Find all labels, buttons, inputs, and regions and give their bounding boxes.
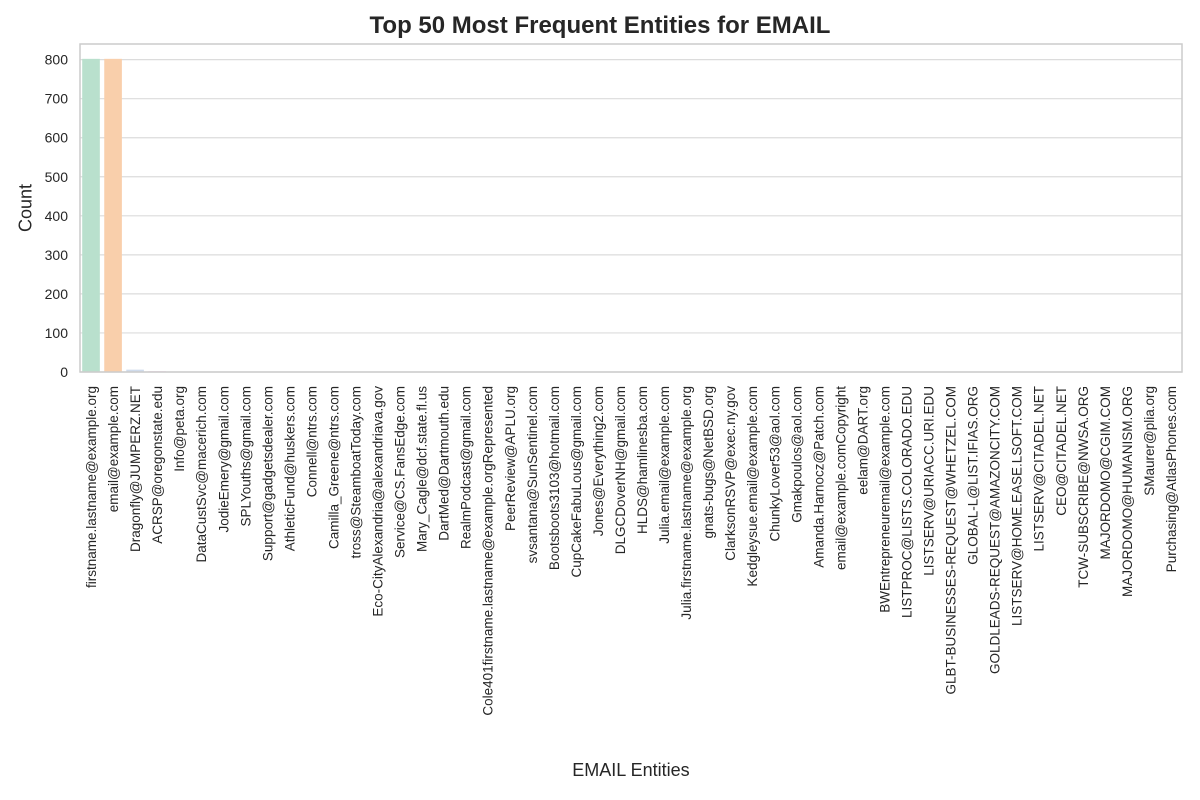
y-tick-label: 500 <box>45 169 69 185</box>
y-tick-label: 600 <box>45 130 69 146</box>
x-tick-label: firstname.lastname@example.org <box>84 386 99 588</box>
x-tick-label: Julia.email@example.com <box>657 386 672 544</box>
x-tick-label: ChunkyLover53@aol.com <box>767 386 782 542</box>
x-tick-label: Mary_Cagle@dcf.state.fl.us <box>415 386 430 552</box>
x-tick-label: Purchasing@AtlasPhones.com <box>1164 386 1179 572</box>
x-tick-label: GOLDLEADS-REQUEST@AMAZONCITY.COM <box>988 386 1003 674</box>
bar <box>104 58 122 372</box>
x-tick-label: GLOBAL-L@LIST.IFIAS.ORG <box>966 386 981 565</box>
gridlines <box>80 59 1182 373</box>
x-tick-label: HLDS@hamlinesba.com <box>635 386 650 534</box>
x-tick-label: Service@CS.FansEdge.com <box>393 386 408 558</box>
x-tick-label: AthleticFund@huskers.com <box>282 386 297 551</box>
x-tick-label: Connell@ntrs.com <box>304 386 319 497</box>
x-tick-label: email@example.comCopyright <box>833 386 848 570</box>
x-tick-label: JodieEmery@gmail.com <box>216 386 231 533</box>
x-tick-label: MAJORDOMO@HUMANISM.ORG <box>1120 386 1135 597</box>
y-tick-label: 200 <box>45 286 69 302</box>
x-tick-label: Julia.firstname.lastname@example.org <box>679 386 694 620</box>
x-tick-label: Eco-CityAlexandria@alexandriava.gov <box>371 386 386 617</box>
x-tick-label: PeerReview@APLU.org <box>503 386 518 531</box>
x-tick-label: tross@SteamboatToday.com <box>349 386 364 559</box>
bar <box>82 58 100 372</box>
x-tick-label: LISTSERV@CITADEL.NET <box>1032 386 1047 552</box>
y-tick-label: 800 <box>45 52 69 68</box>
y-tick-label: 400 <box>45 208 69 224</box>
x-tick-label: LISTPROC@LISTS.COLORADO.EDU <box>900 386 915 618</box>
x-tick-label: BWEntrepreneuremail@example.com <box>877 386 892 613</box>
x-tick-label: Camilla_Greene@ntrs.com <box>326 386 341 549</box>
x-tick-label: RealmPodcast@gmail.com <box>459 386 474 549</box>
x-tick-label: DLGCDoverNH@gmail.com <box>613 386 628 554</box>
x-tick-label: ACRSP@oregonstate.edu <box>150 386 165 544</box>
y-tick-label: 700 <box>45 91 69 107</box>
x-tick-label: Cole401firstname.lastname@example.orgRep… <box>481 386 496 716</box>
x-tick-label: Dragonfly@JUMPERZ.NET <box>128 386 143 552</box>
x-tick-label: LISTSERV@URIACC.URI.EDU <box>922 386 937 576</box>
x-tick-label: DartMed@Dartmouth.edu <box>437 386 452 541</box>
y-tick-label: 300 <box>45 247 69 263</box>
x-tick-label: SPLYouths@gmail.com <box>238 386 253 527</box>
x-tick-label: DataCustSvc@macerich.com <box>194 386 209 563</box>
x-tick-label: ClarksonRSVP@exec.ny.gov <box>723 386 738 561</box>
x-tick-label: TCW-SUBSCRIBE@NWSA.ORG <box>1076 386 1091 588</box>
x-tick-label: eelam@DART.org <box>855 386 870 495</box>
y-tick-label: 0 <box>60 364 68 380</box>
x-tick-label: Kedgleysue.email@example.com <box>745 386 760 587</box>
y-tick-labels: 0 100 200 300 400 500 600 700 800 <box>45 52 69 380</box>
x-tick-label: LISTSERV@HOME.EASE.LSOFT.COM <box>1010 386 1025 626</box>
x-tick-label: GLBT-BUSINESSES-REQUEST@WHETZEL.COM <box>944 386 959 695</box>
x-tick-label: CupCakeFabuLous@gmail.com <box>569 386 584 578</box>
x-tick-label: SMaurer@plia.org <box>1142 386 1157 496</box>
x-tick-label: CEO@CITADEL.NET <box>1054 386 1069 516</box>
x-tick-label: gnats-bugs@NetBSD.org <box>701 386 716 539</box>
x-tick-label: Amanda.Harnocz@Patch.com <box>811 386 826 568</box>
chart-title: Top 50 Most Frequent Entities for EMAIL <box>369 12 831 39</box>
x-tick-label: Jones@Everything2.com <box>591 386 606 536</box>
x-tick-labels: firstname.lastname@example.org email@exam… <box>84 386 1179 716</box>
bar <box>126 369 144 372</box>
plot-frame <box>79 43 1183 373</box>
x-tick-label: svsantana@SunSentinel.com <box>525 386 540 563</box>
x-tick-label: email@example.com <box>106 386 121 512</box>
x-axis-label: EMAIL Entities <box>572 760 690 780</box>
x-tick-label: Info@peta.org <box>172 386 187 472</box>
x-tick-label: MAJORDOMO@CGIM.COM <box>1098 386 1113 559</box>
x-tick-label: Gmakpoulos@aol.com <box>789 386 804 523</box>
y-tick-label: 100 <box>45 325 69 341</box>
x-tick-label: Bootsboots3103@hotmail.com <box>547 386 562 570</box>
x-tick-label: Support@gadgetsdealer.com <box>260 386 275 561</box>
